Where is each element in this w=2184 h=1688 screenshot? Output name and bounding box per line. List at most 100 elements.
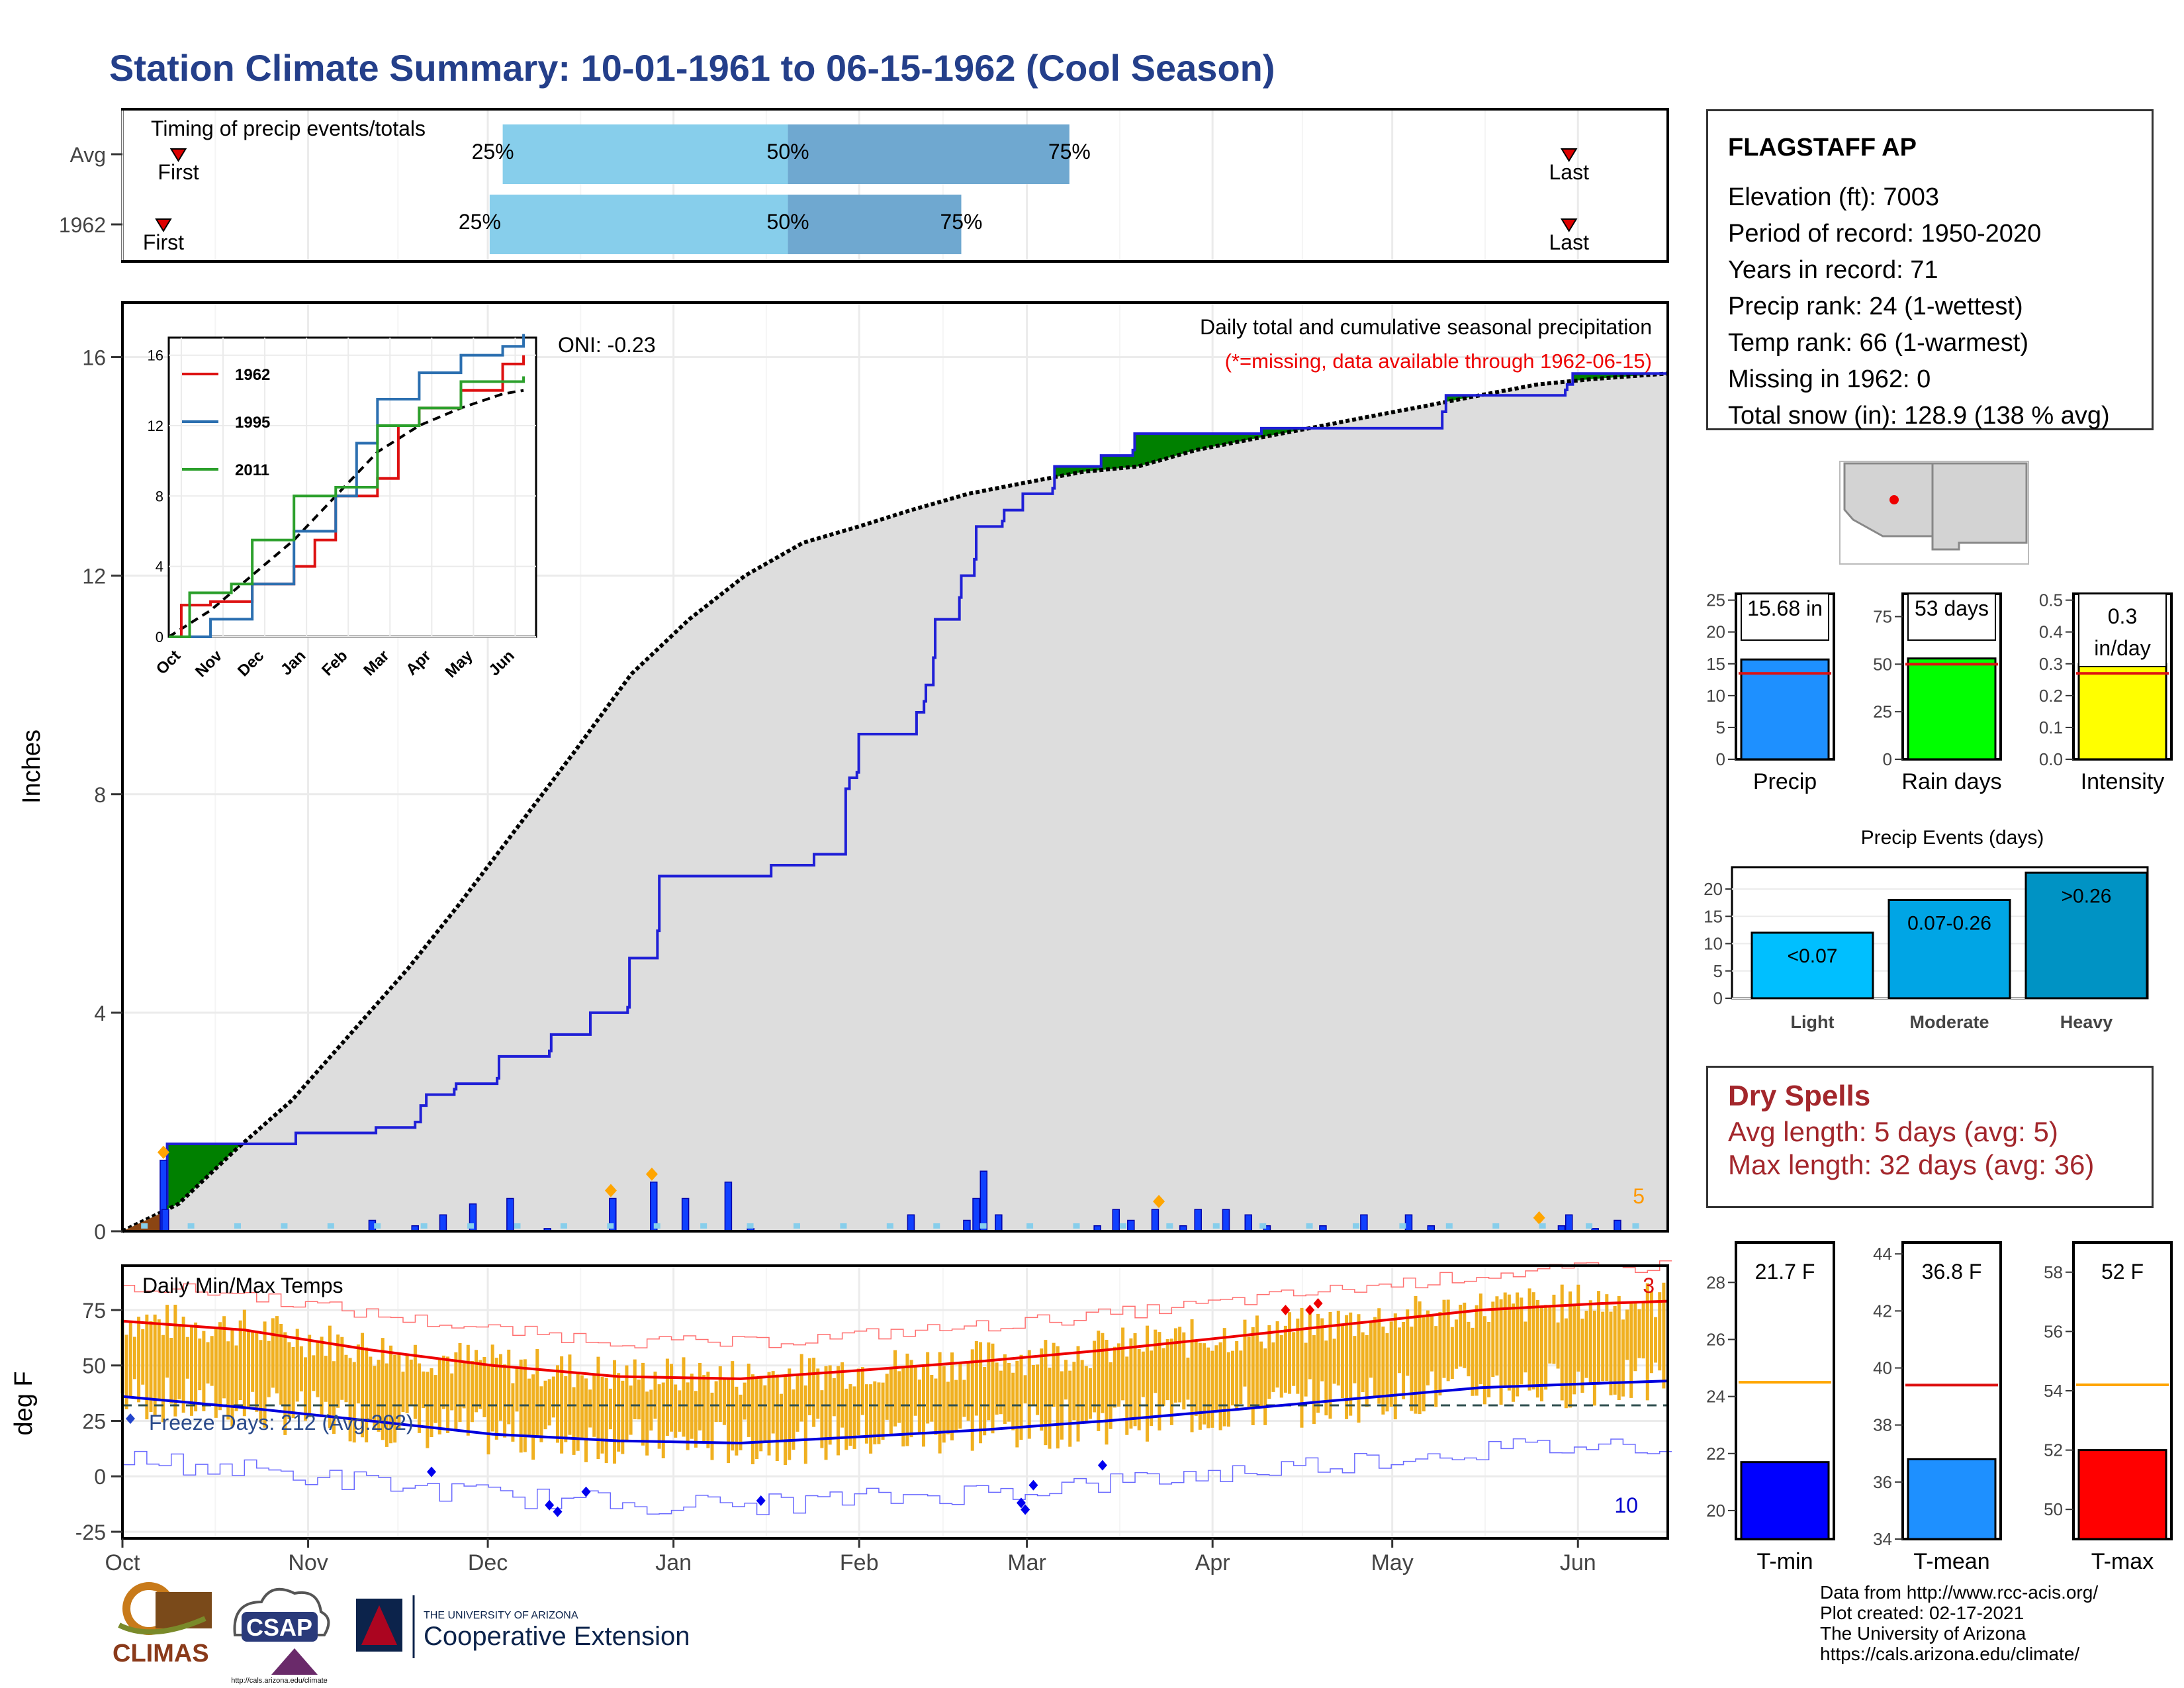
- summary-bar: [1907, 657, 1997, 761]
- climas-text: CLIMAS: [113, 1640, 209, 1667]
- first-marker-icon: [169, 148, 187, 162]
- page-title: Station Climate Summary: 10-01-1961 to 0…: [109, 47, 1275, 89]
- summary-value-label: 53 days: [1915, 596, 1989, 620]
- precip-summary-panels: 0 5 10 15 20 25 Precip 15.68 in 0 25 50 75 Rain days…: [1706, 590, 2173, 794]
- max-event-icon: [157, 1145, 169, 1159]
- precip-events-panel: Precip Events (days) 0 5 10 15 20 <0.07 Light 0.…: [1704, 827, 2149, 1032]
- record-low-envelope: [122, 1438, 1672, 1515]
- summary-value-unit: in/day: [2094, 636, 2150, 660]
- max-event-icon: [604, 1184, 617, 1197]
- inset-y-label: 16: [148, 348, 163, 364]
- avg-min-line: [122, 1380, 1668, 1444]
- daily-precip-bar: [1244, 1214, 1253, 1232]
- station-snow: Total snow (in): 128.9 (138 % avg): [1728, 402, 2110, 430]
- daily-precip-bar: [1194, 1209, 1202, 1232]
- summary-tick-label: 25: [1873, 702, 1892, 722]
- summary-tick-label: 0.0: [2039, 749, 2063, 769]
- trace-marker: [187, 1223, 195, 1229]
- ua-big-text: Cooperative Extension: [424, 1622, 690, 1651]
- cumulative-areas: [121, 371, 1668, 1233]
- y-tick-label: 8: [94, 783, 106, 807]
- trace-marker: [281, 1223, 288, 1229]
- month-label: Jan: [655, 1550, 692, 1575]
- timing-bar-25-50: [489, 195, 788, 254]
- summary-tick-label: 22: [1706, 1444, 1725, 1464]
- credit-university: The University of Arizona: [1820, 1623, 2026, 1644]
- inset-legend-label: 1995: [235, 414, 270, 432]
- map-arizona: [1843, 462, 1934, 538]
- summary-tick-label: 58: [2044, 1262, 2063, 1282]
- trace-marker: [607, 1223, 614, 1229]
- summary-tick-label: 50: [1873, 654, 1892, 674]
- summary-bar: [1740, 658, 1830, 761]
- trace-marker: [234, 1223, 241, 1229]
- trace-marker: [560, 1223, 567, 1229]
- temp-y-tick-label: 0: [94, 1465, 106, 1489]
- temp-summary-panels: 20 22 24 26 28 T-min 21.7 F 34 36 38 40 42 44 T-mean 3…: [1706, 1241, 2173, 1574]
- timing-label: 50%: [767, 210, 809, 234]
- station-info-box: FLAGSTAFF AP Elevation (ft): 7003 Period…: [1706, 109, 2154, 430]
- daily-precip-bar: [907, 1214, 915, 1232]
- event-bar: [2025, 871, 2148, 1000]
- climas-mark-icon: [156, 1592, 212, 1628]
- max-event-icon: [645, 1167, 658, 1181]
- record-low-icon: [427, 1466, 436, 1477]
- credit-url: https://cals.arizona.edu/climate/: [1820, 1644, 2080, 1664]
- record-low-count: 10: [1614, 1493, 1638, 1517]
- timing-row-labels: Avg 1962: [59, 143, 122, 237]
- daily-precip-bar: [506, 1197, 514, 1232]
- last-marker-icon: [1560, 218, 1578, 232]
- station-period: Period of record: 1950-2020: [1728, 220, 2042, 248]
- trace-marker: [793, 1223, 800, 1229]
- summary-value-label: 0.3: [2108, 604, 2137, 628]
- station-years: Years in record: 71: [1728, 256, 1938, 284]
- event-category-label: Heavy: [2060, 1012, 2113, 1032]
- summary-tick-label: 40: [1873, 1358, 1892, 1378]
- oni-label: ONI: -0.23: [558, 333, 656, 357]
- cumulative-1962-line: [122, 372, 1668, 1233]
- summary-tick-label: 36: [1873, 1472, 1892, 1492]
- record-low-icon: [553, 1506, 563, 1517]
- cumulative-subtitle: (*=missing, data available through 1962-…: [1225, 350, 1652, 373]
- event-bar-label: 0.07-0.26: [1907, 913, 1991, 935]
- timing-row-label: Avg: [69, 143, 106, 167]
- ua-logo: THE UNIVERSITY OF ARIZONA Cooperative Ex…: [356, 1595, 690, 1658]
- temps-frame: [121, 1264, 1669, 1540]
- trace-marker: [1492, 1223, 1500, 1229]
- dry-spells-avg: Avg length: 5 days (avg: 5): [1728, 1116, 2058, 1147]
- last-label: Last: [1549, 160, 1589, 184]
- record-low-icon: [1097, 1460, 1107, 1471]
- record-high-icon: [1281, 1304, 1291, 1315]
- event-category-label: Light: [1791, 1012, 1835, 1032]
- event-bar: [1751, 931, 1874, 1000]
- y-tick-label: 0: [94, 1220, 106, 1244]
- timing-bars: 25% 50% 75% First Last 25% 50% 75% First Last: [143, 124, 1589, 254]
- daily-precip-bar: [1360, 1214, 1368, 1232]
- month-label: Apr: [1195, 1550, 1230, 1575]
- summary-value-box: [1907, 593, 1996, 641]
- summary-tick-label: 0: [1883, 749, 1892, 769]
- record-low-icon: [1016, 1497, 1026, 1509]
- summary-tick-label: 15: [1706, 654, 1725, 674]
- last-marker-icon: [1560, 148, 1578, 162]
- first-label: First: [143, 230, 184, 254]
- summary-tick-label: 34: [1873, 1529, 1892, 1549]
- temps-y-axis: -25 0 25 50 75: [75, 1299, 122, 1544]
- daily-precip-bar: [995, 1214, 1003, 1232]
- csap-mountain-icon: [271, 1648, 318, 1675]
- month-label: Oct: [105, 1550, 140, 1575]
- summary-tick-label: 10: [1706, 686, 1725, 706]
- summary-value-box: [1741, 593, 1829, 641]
- map-new-mexico: [1931, 462, 2028, 551]
- cumulative-ylabel: Inches: [18, 729, 46, 804]
- temp-summary-value: 21.7 F: [1755, 1260, 1815, 1284]
- trace-marker: [327, 1223, 334, 1229]
- precip-events-title: Precip Events (days): [1861, 827, 2044, 849]
- trace-marker: [1212, 1223, 1220, 1229]
- summary-tick-label: 25: [1706, 590, 1725, 610]
- summary-tick-label: 0.2: [2039, 686, 2063, 706]
- month-label: May: [1371, 1550, 1414, 1575]
- events-tick-label: 5: [1713, 961, 1723, 981]
- month-label: Dec: [468, 1550, 508, 1575]
- climas-swoosh-icon: [118, 1616, 206, 1635]
